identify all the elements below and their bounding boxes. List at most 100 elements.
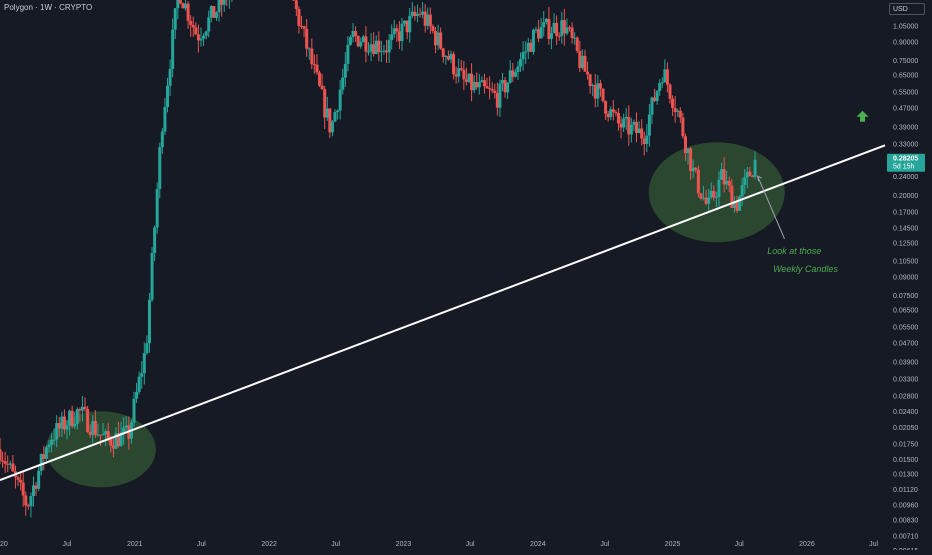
candle-body [137,376,141,392]
candle [748,167,752,177]
candle-body [212,6,216,18]
candle-body [717,179,721,197]
candle [653,88,657,103]
candle-body [26,505,30,507]
candle [753,151,757,180]
candle [226,0,228,6]
candle-body [668,84,672,99]
candle-body [725,180,729,185]
candle [343,52,347,87]
candle [707,189,711,213]
candle [83,397,87,413]
candle [645,123,649,153]
candle-body [516,66,520,73]
candle [359,37,363,49]
candle [19,471,23,491]
candle-body [348,37,352,45]
candle-body [305,28,309,49]
candle [292,0,296,2]
candle [392,19,396,38]
x-tick-label: 2024 [530,541,546,548]
candle-body [199,38,203,41]
candle-body [155,189,159,228]
candle [519,52,523,72]
candle-body [598,83,602,89]
candle [686,148,690,165]
candle [534,26,538,34]
candle-body [740,185,744,197]
candle-body [32,485,36,497]
candle-body [194,27,198,35]
candle [382,44,386,55]
candle [441,47,445,63]
candle-body [62,416,66,430]
x-tick-label: 2026 [799,541,815,548]
candle [212,6,216,18]
candle [176,0,180,20]
candle [142,342,146,385]
candle-body [186,3,190,21]
candle [681,112,685,139]
candle-body [696,169,700,194]
candle [78,407,82,422]
y-tick-label: 0.03300 [893,377,918,384]
candle-body [601,88,605,102]
y-tick-label: 0.00960 [893,503,918,510]
candle [228,0,230,9]
candle-body [91,420,95,435]
y-tick-label: 0.02050 [893,425,918,432]
candle-body [372,44,376,54]
candle [93,410,97,438]
candle [191,16,195,37]
candle [101,422,105,436]
last-price-badge [887,153,925,172]
candle [627,105,631,146]
candle-body [140,373,144,377]
candle [655,90,659,105]
candle-body [135,391,139,399]
candle-body [147,299,151,344]
candle [217,0,221,22]
currency-button[interactable]: USD [889,3,925,15]
candle-body [712,190,716,198]
candle [671,95,675,117]
candle [632,119,636,131]
candle [676,108,680,118]
candle [428,7,432,35]
candle-body [604,101,608,114]
candle-body [732,202,736,208]
candle [199,27,203,47]
candle [738,195,742,212]
candle [323,85,327,130]
candle-body [624,116,628,119]
candle-body [385,50,389,53]
candle-body [441,48,445,57]
trendline-layer[interactable] [0,144,886,482]
x-tick-label: 2022 [261,541,277,548]
support-trendline[interactable] [0,144,886,482]
x-tick-label: Jul [466,541,475,548]
candle [431,24,435,34]
candle-body [73,423,77,427]
candle-body [665,69,669,85]
candle [547,6,551,45]
candle [444,54,448,65]
candle [341,68,345,95]
candle [336,109,340,120]
candle [712,185,716,201]
candle-body [743,177,747,186]
candle-body [552,22,556,34]
candle [135,382,139,403]
candle [524,41,528,65]
candle [699,192,703,201]
candle [557,32,561,41]
candle [111,436,115,458]
candle-body [24,495,28,506]
candle-body [434,31,438,46]
candle-body [519,59,523,67]
candle-body [346,44,350,64]
candle-body [477,82,481,88]
candle [673,96,677,123]
candle [209,5,213,23]
